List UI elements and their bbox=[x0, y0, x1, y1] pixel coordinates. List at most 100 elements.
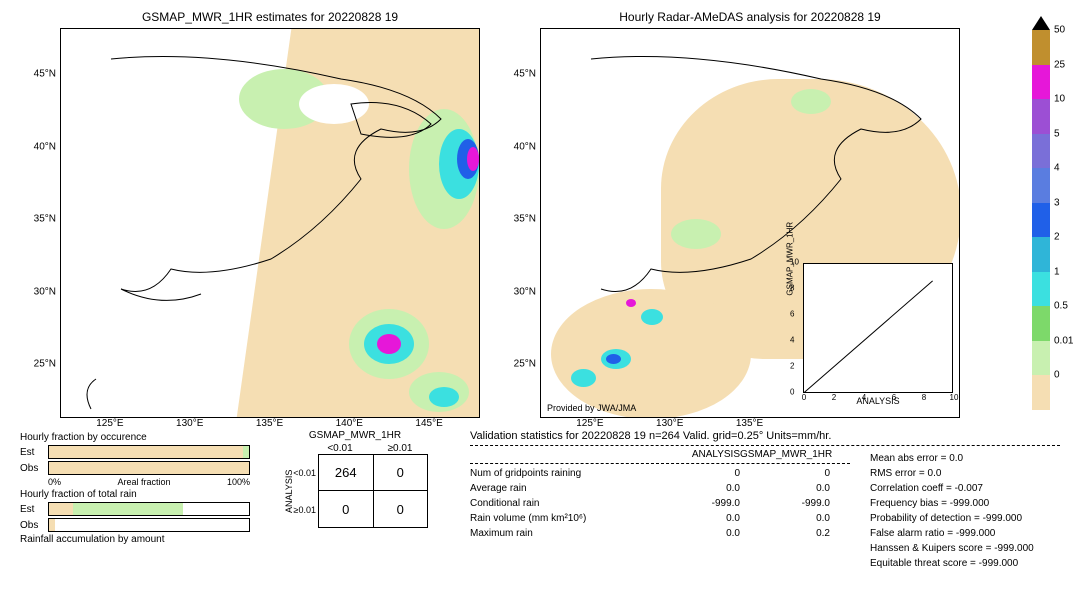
colorbar-label: 0 bbox=[1054, 370, 1060, 381]
ytick: 40°N bbox=[20, 141, 56, 152]
stats-col-a: ANALYSIS bbox=[650, 449, 740, 460]
colorbar-label: 25 bbox=[1054, 59, 1065, 70]
ct-cell: 0 bbox=[319, 491, 374, 527]
stats-row-label: Average rain bbox=[470, 483, 650, 494]
contingency-table: GSMAP_MWR_1HR <0.01≥0.01 ANALYSIS <0.01≥… bbox=[280, 430, 430, 573]
map-gsmap: GSMAP_MWR_1HR estimates for 20220828 19 bbox=[60, 10, 480, 418]
ct-cell: 0 bbox=[374, 491, 428, 527]
stats-title: Validation statistics for 20220828 19 n=… bbox=[470, 430, 1060, 442]
stats-metric: Probability of detection = -999.000 bbox=[870, 513, 1034, 524]
est-label: Est bbox=[20, 504, 48, 515]
ct-ylabel: ANALYSIS bbox=[280, 454, 294, 528]
scatter-xtick: 2 bbox=[832, 393, 836, 402]
stats-row: Maximum rain0.00.2 bbox=[470, 528, 870, 539]
colorbar-label: 10 bbox=[1054, 94, 1065, 105]
ytick: 45°N bbox=[500, 69, 536, 80]
stats-val-b: 0.0 bbox=[740, 483, 830, 494]
colorbar-segment bbox=[1032, 272, 1050, 307]
colorbar-arrow bbox=[1032, 16, 1050, 30]
scatter-xtick: 10 bbox=[950, 393, 959, 402]
colorbar-label: 0.5 bbox=[1054, 301, 1068, 312]
colorbar-segment bbox=[1032, 341, 1050, 376]
ytick: 25°N bbox=[20, 359, 56, 370]
stats-panel: Validation statistics for 20220828 19 n=… bbox=[470, 430, 1060, 573]
stats-metric: Frequency bias = -999.000 bbox=[870, 498, 1034, 509]
stats-val-b: -999.0 bbox=[740, 498, 830, 509]
stats-row-label: Maximum rain bbox=[470, 528, 650, 539]
map2-title: Hourly Radar-AMeDAS analysis for 2022082… bbox=[540, 10, 960, 24]
stats-metric: False alarm ratio = -999.000 bbox=[870, 528, 1034, 539]
scatter-xtick: 8 bbox=[922, 393, 926, 402]
frac-segment bbox=[73, 503, 183, 515]
map2-canvas: Provided by JWA/JMA ANALYSIS GSMAP_MWR_1… bbox=[540, 28, 960, 418]
colorbar-segment bbox=[1032, 237, 1050, 272]
bottom-panels: Hourly fraction by occurence Est Obs 0%A… bbox=[20, 430, 1060, 573]
ct-yheader: <0.01 bbox=[294, 454, 318, 491]
frac-segment bbox=[49, 446, 243, 458]
ct-cells: 264000 bbox=[318, 454, 428, 528]
colorbar-segment bbox=[1032, 30, 1050, 65]
scatter-xlabel: ANALYSIS bbox=[804, 396, 952, 406]
stats-row-label: Rain volume (mm km²10⁶) bbox=[470, 513, 650, 524]
stats-row: Average rain0.00.0 bbox=[470, 483, 870, 494]
ytick: 35°N bbox=[20, 214, 56, 225]
frac-segment bbox=[49, 503, 73, 515]
colorbar-label: 4 bbox=[1054, 163, 1060, 174]
scatter-ytick: 0 bbox=[790, 388, 794, 397]
ct-title: GSMAP_MWR_1HR bbox=[280, 430, 430, 441]
rain-obs-bar bbox=[48, 518, 250, 532]
maps-row: GSMAP_MWR_1HR estimates for 20220828 19 bbox=[60, 10, 960, 418]
stats-val-a: 0.0 bbox=[650, 483, 740, 494]
stats-row-label: Num of gridpoints raining bbox=[470, 468, 650, 479]
scatter-ytick: 4 bbox=[790, 336, 794, 345]
occ-est-bar bbox=[48, 445, 250, 459]
scatter-diagonal bbox=[804, 280, 933, 392]
stats-val-b: 0 bbox=[740, 468, 830, 479]
colorbar-segment bbox=[1032, 134, 1050, 169]
stats-val-a: -999.0 bbox=[650, 498, 740, 509]
obs-label: Obs bbox=[20, 463, 48, 474]
colorbar-segment bbox=[1032, 306, 1050, 341]
colorbar-label: 0.01 bbox=[1054, 335, 1073, 346]
colorbar-label: 3 bbox=[1054, 197, 1060, 208]
ytick: 45°N bbox=[20, 69, 56, 80]
scatter-xtick: 0 bbox=[802, 393, 806, 402]
colorbar-segment bbox=[1032, 203, 1050, 238]
ct-xheader: <0.01 bbox=[310, 443, 370, 454]
ct-row: 2640 bbox=[319, 455, 427, 491]
stats-row: Rain volume (mm km²10⁶)0.00.0 bbox=[470, 513, 870, 524]
colorbar-segment bbox=[1032, 375, 1050, 410]
colorbar-segment bbox=[1032, 168, 1050, 203]
ytick: 35°N bbox=[500, 214, 536, 225]
stats-metric: RMS error = 0.0 bbox=[870, 468, 1034, 479]
stats-val-a: 0.0 bbox=[650, 513, 740, 524]
stats-row: Num of gridpoints raining00 bbox=[470, 468, 870, 479]
stats-col-b: GSMAP_MWR_1HR bbox=[740, 449, 830, 460]
stats-table: ANALYSISGSMAP_MWR_1HR Num of gridpoints … bbox=[470, 449, 870, 573]
ytick: 30°N bbox=[20, 286, 56, 297]
stats-row: Conditional rain-999.0-999.0 bbox=[470, 498, 870, 509]
attribution: Provided by JWA/JMA bbox=[547, 403, 636, 413]
colorbar-label: 5 bbox=[1054, 128, 1060, 139]
axis-label: Areal fraction bbox=[117, 477, 170, 487]
colorbar-label: 2 bbox=[1054, 232, 1060, 243]
map1-canvas: DMSP-F16 SSMIS bbox=[60, 28, 480, 418]
stats-row-label: Conditional rain bbox=[470, 498, 650, 509]
colorbar-label: 1 bbox=[1054, 266, 1060, 277]
accum-title: Rainfall accumulation by amount bbox=[20, 534, 250, 545]
ct-xheader: ≥0.01 bbox=[370, 443, 430, 454]
scatter-plot: ANALYSIS GSMAP_MWR_1HR 02468100246810 bbox=[803, 263, 953, 393]
axis-100: 100% bbox=[227, 477, 250, 487]
occ-obs-bar bbox=[48, 461, 250, 475]
ytick: 30°N bbox=[500, 286, 536, 297]
stats-metric: Correlation coeff = -0.007 bbox=[870, 483, 1034, 494]
frac-segment bbox=[49, 462, 249, 474]
colorbar-segment bbox=[1032, 65, 1050, 100]
scatter-xtick: 4 bbox=[862, 393, 866, 402]
rain-title: Hourly fraction of total rain bbox=[20, 489, 250, 500]
ct-cell: 264 bbox=[319, 455, 374, 490]
map-radar: Hourly Radar-AMeDAS analysis for 2022082… bbox=[540, 10, 960, 418]
scatter-ytick: 10 bbox=[790, 258, 799, 267]
est-label: Est bbox=[20, 447, 48, 458]
coastline bbox=[61, 29, 480, 418]
